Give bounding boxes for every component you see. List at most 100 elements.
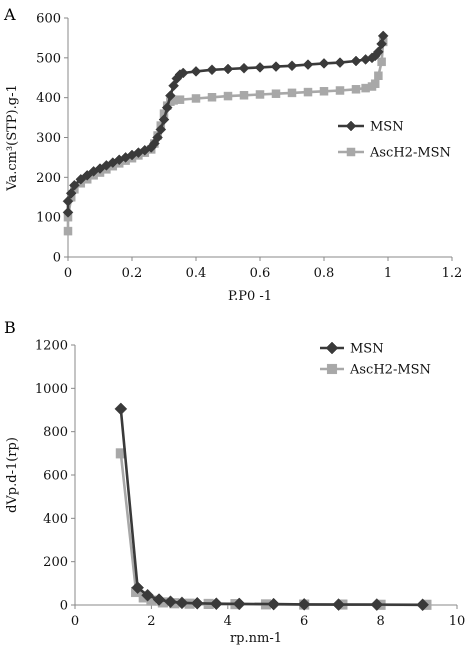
chart-a-x-tick-label: 0.6: [250, 266, 271, 281]
chart-a-point-1: [303, 87, 313, 97]
chart-a-point-1: [370, 79, 380, 88]
chart-a-point-1: [335, 86, 345, 95]
chart-a-point-0: [161, 102, 173, 113]
chart-a-x-tick-label: 0.4: [186, 266, 207, 281]
chart-b-y-axis-label: dVp.d-1(rp): [5, 437, 20, 513]
chart-b-point-0: [209, 597, 223, 611]
chart-a-point-1: [271, 89, 281, 98]
chart-a-point-0: [158, 114, 170, 125]
chart-a-legend-marker-1: [346, 147, 356, 157]
chart-b-y-tick-label: 1200: [35, 339, 68, 354]
chart-a-point-1: [255, 90, 265, 99]
chart-b-x-axis-label: rp.nm-1: [230, 631, 282, 646]
chart-b-y-tick-label: 200: [43, 555, 68, 570]
chart-b-point-0: [164, 595, 177, 609]
chart-a-legend-label-0: MSN: [370, 120, 404, 135]
chart-b-point-0: [297, 597, 311, 611]
chart-b-legend-marker-0: [325, 341, 339, 355]
chart-a-point-0: [377, 30, 389, 42]
chart-b-point-0: [131, 581, 145, 595]
chart-a-point-1: [287, 88, 297, 98]
chart-b-legend-label-0: MSN: [350, 342, 384, 357]
panel-b-label: B: [4, 318, 16, 337]
chart-a-x-axis-label: P.P0 -1: [228, 289, 272, 304]
chart-a-y-tick-label: 0: [53, 251, 61, 266]
chart-a-point-0: [168, 80, 179, 92]
chart-a-point-0: [62, 195, 74, 207]
chart-b-y-tick-label: 1000: [35, 382, 68, 397]
chart-b-point-0: [232, 597, 246, 611]
chart-b-x-tick-label: 0: [71, 614, 79, 629]
chart-a-point-0: [376, 38, 387, 50]
chart-b-series-line-1: [119, 453, 427, 607]
chart-b-point-0: [416, 598, 429, 612]
chart-b-point-0: [175, 596, 189, 610]
chart-a-point-0: [286, 60, 298, 72]
chart-a-y-tick-label: 600: [36, 12, 61, 27]
chart-a-y-tick-label: 300: [36, 131, 61, 146]
chart-a-x-tick-label: 0.2: [122, 266, 143, 281]
chart-a-point-1: [319, 87, 329, 96]
chart-a-point-1: [63, 226, 73, 236]
chart-a-x-tick-label: 0.8: [314, 266, 335, 281]
chart-b-point-0: [141, 588, 154, 602]
chart-b-x-tick-label: 10: [449, 614, 466, 629]
chart-b-point-0: [152, 593, 166, 606]
chart-a-point-0: [350, 55, 362, 67]
chart-b-y-tick-label: 400: [43, 512, 68, 527]
chart-a-point-0: [318, 58, 330, 69]
chart-b-y-tick-label: 800: [43, 425, 68, 440]
chart-a-point-1: [223, 91, 233, 101]
chart-a-point-0: [334, 57, 346, 68]
chart-b-y-tick-label: 0: [60, 599, 68, 614]
chart-a-y-tick-label: 200: [36, 171, 61, 186]
chart-a-point-1: [175, 95, 185, 104]
chart-b-point-0: [114, 402, 128, 416]
chart-a-point-0: [155, 124, 167, 135]
chart-b-x-tick-label: 8: [376, 614, 384, 629]
chart-b-x-tick-label: 6: [300, 614, 308, 629]
chart-b: 0 200 400 600 800 1000 1200 0 2 4 6 8 10 dVp.d-1(rp) r…: [5, 339, 465, 647]
chart-a-point-0: [373, 46, 384, 58]
chart-a-point-0: [65, 187, 77, 199]
chart-a-legend-marker-0: [345, 120, 357, 132]
chart-a-point-0: [62, 207, 74, 218]
chart-a-x-tick-label: 0: [64, 266, 72, 281]
chart-a-point-0: [190, 66, 202, 77]
chart-b-point-0: [267, 597, 280, 611]
chart-a-point-0: [69, 179, 80, 191]
chart-a-point-0: [302, 59, 314, 70]
chart-a-point-0: [81, 169, 93, 181]
chart-a-x-tick-label: 1: [384, 266, 392, 281]
chart-a-y-tick-label: 400: [36, 91, 61, 106]
chart-a-point-1: [351, 85, 361, 94]
chart-a-point-1: [374, 71, 383, 81]
chart-a-point-0: [165, 90, 176, 102]
chart-a-point-0: [75, 173, 87, 185]
chart-a-point-1: [239, 91, 249, 100]
chart-a-y-axis-label: Va.cm³(STP).g-1: [5, 84, 20, 191]
chart-b-legend-label-1: AscH2-MSN: [349, 363, 431, 378]
chart-b-point-0: [332, 598, 345, 611]
chart-b-point-0: [370, 598, 384, 611]
panel-a-label: A: [3, 5, 16, 24]
chart-a-legend-label-1: AscH2-MSN: [369, 146, 451, 161]
chart-a-point-0: [152, 132, 163, 143]
chart-a-point-0: [206, 64, 218, 76]
chart-a-point-0: [254, 62, 266, 73]
chart-b-series-line-0: [119, 408, 423, 607]
chart-a-point-1: [377, 57, 386, 67]
chart-a-y-tick-label: 100: [36, 211, 61, 226]
chart-b-x-tick-label: 4: [224, 614, 232, 629]
chart-a-point-0: [238, 62, 250, 74]
chart-b-point-0: [190, 596, 204, 610]
chart-a-point-0: [222, 63, 234, 75]
chart-a-point-0: [177, 67, 189, 79]
chart-a-point-1: [207, 93, 217, 102]
chart-a: 0 100 200 300 400 500 600 0 0.2 0.4 0.6 0.8 1 1.2 Va.c…: [5, 12, 462, 305]
chart-a-point-0: [270, 61, 282, 72]
chart-a-x-tick-label: 1.2: [442, 266, 463, 281]
chart-a-point-1: [191, 94, 201, 103]
